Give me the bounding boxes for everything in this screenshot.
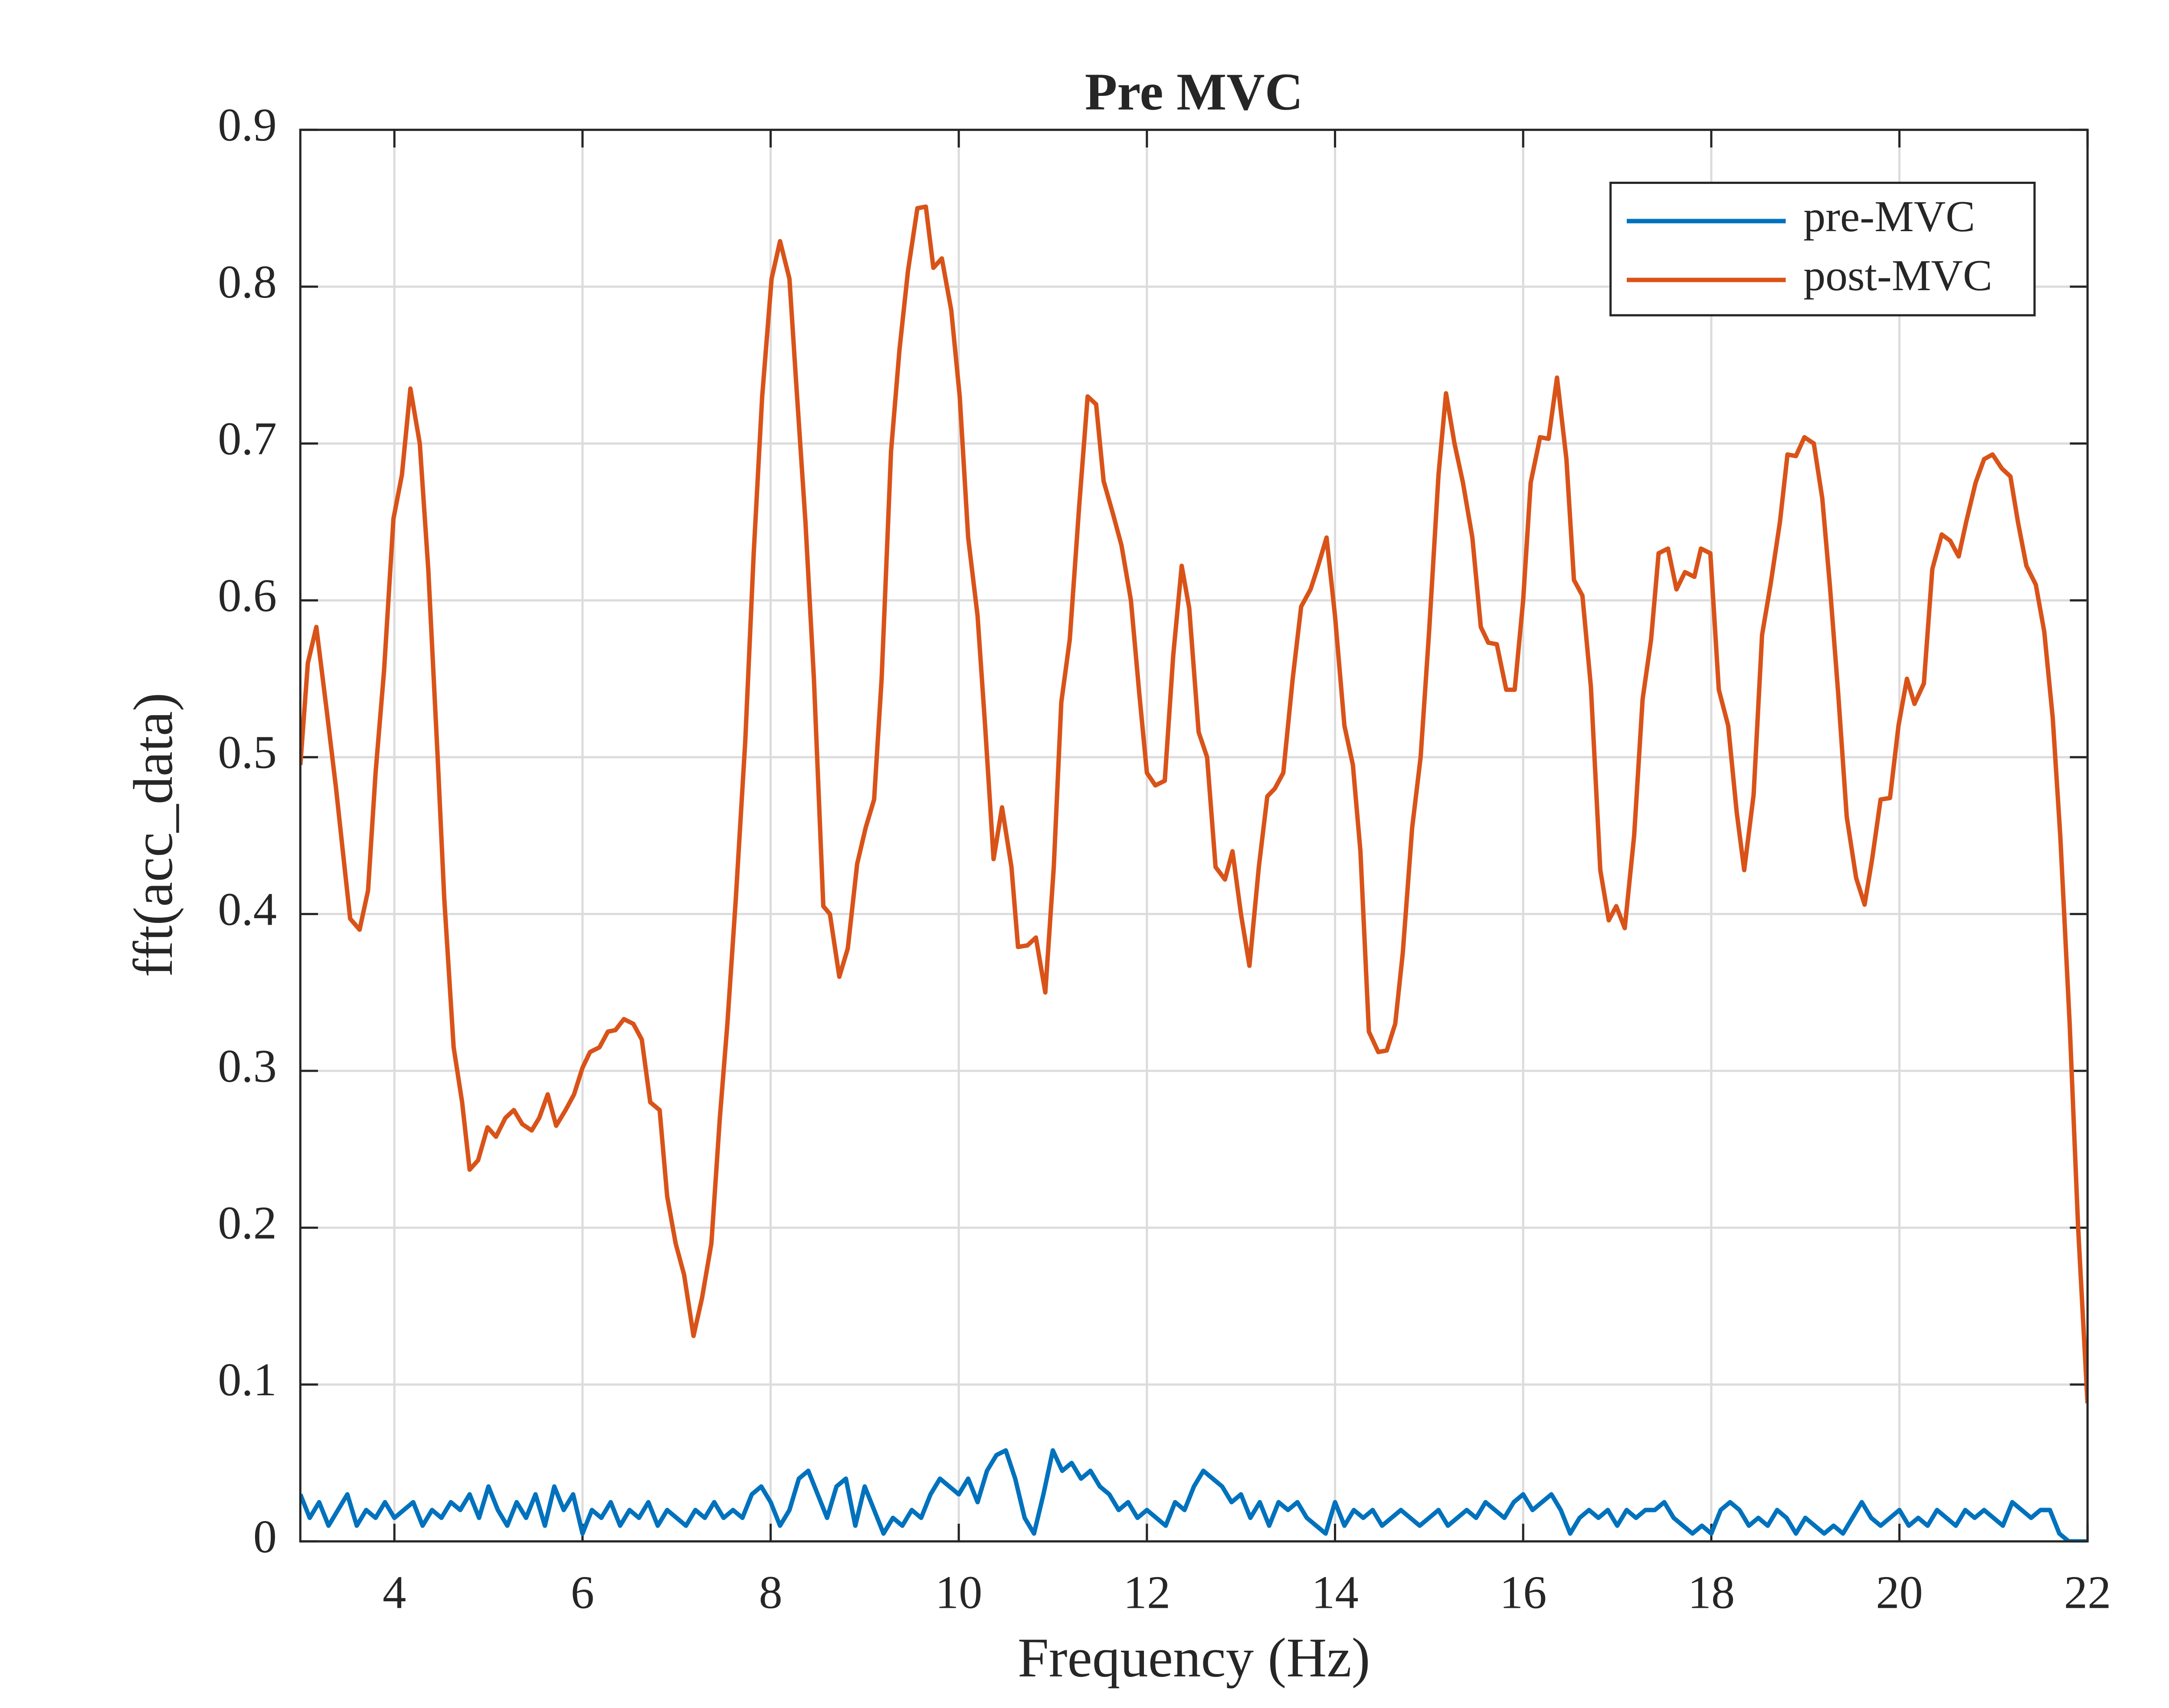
data-line xyxy=(300,204,2088,1404)
legend-box xyxy=(1609,181,2036,317)
x-tick-label: 10 xyxy=(935,1567,983,1619)
x-tick-label: 16 xyxy=(1500,1567,1547,1619)
y-tick-label: 0.7 xyxy=(218,412,277,465)
x-tick-label: 22 xyxy=(2064,1567,2111,1619)
y-tick-label: 0 xyxy=(253,1511,277,1563)
y-tick-label: 0.4 xyxy=(218,883,277,935)
x-tick-label: 12 xyxy=(1124,1567,1171,1619)
x-tick-label: 8 xyxy=(759,1567,782,1619)
x-tick-label: 20 xyxy=(1876,1567,1923,1619)
data-line xyxy=(300,1448,2088,1541)
chart-title: Pre MVC xyxy=(1085,63,1303,121)
plot-area xyxy=(300,130,2088,1541)
y-tick-label: 0.8 xyxy=(218,256,277,308)
y-tick-label: 0.3 xyxy=(218,1040,277,1092)
axes-box xyxy=(299,128,2089,1543)
x-tick-label: 14 xyxy=(1311,1567,1359,1619)
legend-label: post-MVC xyxy=(1803,251,1992,300)
x-axis-label: Frequency (Hz) xyxy=(1018,1626,1370,1688)
x-tick-label: 4 xyxy=(383,1567,406,1619)
y-tick-label: 0.5 xyxy=(218,726,277,779)
y-tick-label: 0.2 xyxy=(218,1197,277,1249)
legend-label: pre-MVC xyxy=(1803,192,1975,241)
x-tick-label: 18 xyxy=(1688,1567,1735,1619)
x-tick-label: 6 xyxy=(571,1567,594,1619)
y-axis-label: fft(acc_data) xyxy=(122,693,184,977)
y-tick-label: 0.1 xyxy=(218,1354,277,1406)
y-tick-label: 0.9 xyxy=(218,99,277,151)
y-tick-label: 0.6 xyxy=(218,569,277,622)
